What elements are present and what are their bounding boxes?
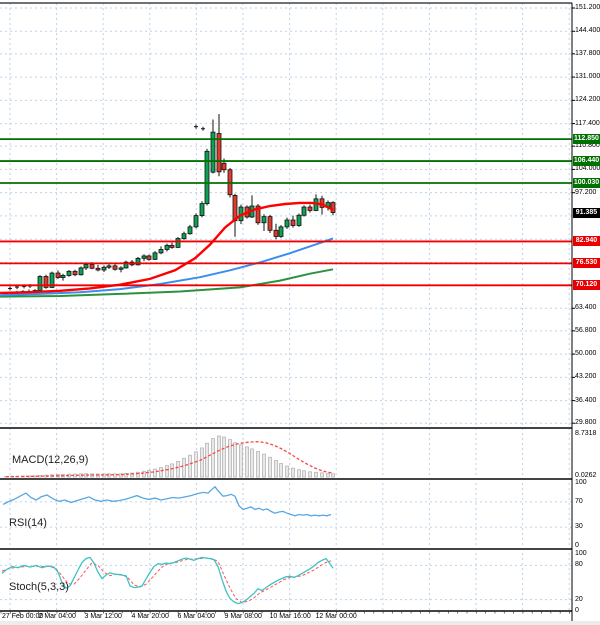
fractal-markers bbox=[8, 124, 205, 291]
time-tick-label: 9 Mar 08:00 bbox=[224, 613, 262, 620]
stoch-panel bbox=[1, 556, 334, 605]
time-tick-label: 2 Mar 04:00 bbox=[38, 613, 76, 620]
price-tick-label: 36.400 bbox=[575, 396, 597, 404]
price-tick-label: 151.200 bbox=[575, 4, 600, 11]
bottom-strip bbox=[0, 621, 600, 625]
macd-min-label: 0.0262 bbox=[575, 472, 597, 479]
support-price-badge: 82.940 bbox=[573, 236, 600, 247]
price-tick-label: 124.200 bbox=[575, 96, 600, 104]
ma-mid-blue bbox=[0, 237, 334, 297]
price-tick-label: 131.000 bbox=[575, 73, 600, 81]
price-tick-label: 137.800 bbox=[575, 49, 600, 57]
price-tick-label: 97.200 bbox=[575, 188, 597, 196]
price-tick-label: 29.800 bbox=[575, 419, 597, 427]
stoch-tick-label: 20 bbox=[575, 595, 583, 603]
price-tick-label: 43.200 bbox=[575, 373, 597, 381]
rsi-panel bbox=[2, 485, 332, 517]
support-price-badge: 70.120 bbox=[573, 280, 600, 291]
panel-borders bbox=[0, 2, 575, 621]
time-tick-label: 27 Feb 00:00 bbox=[2, 613, 44, 620]
rsi-tick-label: 70 bbox=[575, 497, 583, 505]
rsi-tick-label: 100 bbox=[575, 479, 587, 486]
macd-panel bbox=[4, 435, 335, 478]
macd-max-label: 8.7318 bbox=[575, 430, 597, 437]
price-tick-label: 63.400 bbox=[575, 304, 597, 312]
stoch-tick-label: 0 bbox=[575, 607, 579, 614]
stoch-indicator-label: Stoch(5,3,3) bbox=[9, 581, 69, 593]
current-price-badge: 91.385 bbox=[573, 207, 600, 218]
time-tick-label: 10 Mar 16:00 bbox=[269, 613, 311, 620]
time-tick-label: 3 Mar 12:00 bbox=[84, 613, 122, 620]
support-price-badge: 76.530 bbox=[573, 258, 600, 269]
price-tick-label: 50.000 bbox=[575, 350, 597, 358]
price-tick-label: 56.800 bbox=[575, 326, 597, 334]
rsi-tick-label: 0 bbox=[575, 542, 579, 549]
price-tick-label: 110.800 bbox=[575, 142, 600, 150]
macd-indicator-label: MACD(12,26,9) bbox=[12, 454, 89, 466]
stoch-tick-label: 80 bbox=[575, 561, 583, 569]
resistance-price-badge: 106.440 bbox=[573, 156, 600, 167]
time-tick-label: 4 Mar 20:00 bbox=[131, 613, 169, 620]
price-tick-label: 104.000 bbox=[575, 165, 600, 173]
time-tick-label: 6 Mar 04:00 bbox=[177, 613, 215, 620]
moving-averages-layer bbox=[0, 201, 334, 298]
ma-slow-green bbox=[0, 268, 334, 298]
stoch-tick-label: 100 bbox=[575, 550, 587, 557]
rsi-tick-label: 30 bbox=[575, 523, 583, 531]
ma-fast-red bbox=[0, 201, 334, 295]
resistance-price-badge: 100.030 bbox=[573, 178, 600, 188]
grid-layer bbox=[0, 3, 572, 611]
resistance-price-badge: 112.850 bbox=[573, 134, 600, 145]
rsi-indicator-label: RSI(14) bbox=[9, 517, 47, 529]
price-tick-label: 117.400 bbox=[575, 119, 600, 127]
price-tick-label: 144.400 bbox=[575, 27, 600, 35]
levels-layer bbox=[0, 138, 572, 287]
time-tick-label: 12 Mar 00:00 bbox=[315, 613, 357, 620]
